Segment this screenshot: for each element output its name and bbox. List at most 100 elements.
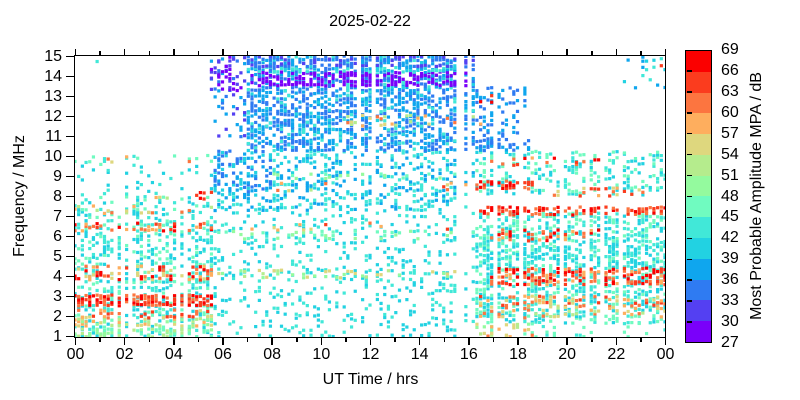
colorbar-segment <box>686 300 711 322</box>
x-tick-label: 16 <box>459 346 478 363</box>
y-tick-label: 11 <box>45 127 62 145</box>
y-tick <box>66 215 75 218</box>
colorbar-tick-label: 63 <box>721 82 739 100</box>
x-major-tick <box>173 337 175 345</box>
y-tick-label: 2 <box>53 307 62 325</box>
colorbar-segment <box>686 258 711 280</box>
colorbar-tick <box>686 153 692 156</box>
y-tick-label: 5 <box>53 247 62 265</box>
colorbar-tick-label: 51 <box>721 166 739 184</box>
x-minor-tick <box>640 337 642 342</box>
x-major-tick <box>468 337 470 345</box>
x-minor-tick <box>296 337 298 342</box>
colorbar-tick <box>686 237 692 240</box>
x-tick-label: 00 <box>66 346 85 363</box>
x-major-tick-top <box>271 49 273 55</box>
colorbar-tick <box>686 258 692 261</box>
x-minor-tick <box>197 337 200 342</box>
y-tick <box>66 135 75 138</box>
y-tick <box>66 75 75 78</box>
y-tick <box>66 275 75 278</box>
x-major-tick <box>222 337 224 345</box>
y-tick <box>66 155 75 158</box>
x-minor-tick-top <box>591 51 593 55</box>
x-tick-label: 20 <box>558 346 577 363</box>
x-minor-tick-top <box>443 51 445 55</box>
x-tick-label: 08 <box>263 346 282 363</box>
y-tick <box>66 55 75 58</box>
colorbar-tick-label: 36 <box>721 271 739 289</box>
x-minor-tick-top <box>296 51 298 55</box>
colorbar-segment <box>686 279 711 301</box>
y-tick <box>66 315 75 318</box>
colorbar-tick-label: 69 <box>721 41 739 58</box>
y-tick-label: 8 <box>53 187 62 205</box>
y-tick <box>66 115 75 118</box>
x-major-tick <box>615 337 618 345</box>
x-minor-tick <box>591 337 593 342</box>
y-tick-label: 7 <box>53 207 62 225</box>
x-minor-tick <box>492 337 495 342</box>
colorbar-segment <box>686 113 711 135</box>
y-tick-label: 6 <box>53 227 62 245</box>
x-major-tick-top <box>222 49 224 55</box>
colorbar-tick-label: 27 <box>721 334 739 351</box>
y-tick <box>66 195 75 198</box>
colorbar-tick-label: 42 <box>721 229 739 247</box>
x-major-tick <box>123 337 126 345</box>
y-tick-label: 10 <box>44 147 62 165</box>
y-tick-label: 1 <box>53 327 62 345</box>
colorbar-tick <box>686 321 692 323</box>
x-major-tick-top <box>615 49 618 55</box>
colorbar <box>685 50 712 343</box>
colorbar-tick-label: 39 <box>721 250 739 268</box>
x-major-tick <box>664 337 667 345</box>
x-major-tick <box>517 337 519 345</box>
x-minor-tick <box>148 337 150 342</box>
x-major-tick-top <box>320 49 323 55</box>
x-minor-tick-top <box>345 51 347 55</box>
colorbar-segment <box>686 154 711 176</box>
x-minor-tick-top <box>197 51 200 55</box>
x-tick-label: 10 <box>312 346 331 363</box>
x-minor-tick <box>246 337 249 342</box>
x-major-tick-top <box>566 49 568 55</box>
x-minor-tick-top <box>148 51 150 55</box>
x-major-tick <box>271 337 273 345</box>
y-tick <box>66 235 75 238</box>
colorbar-tick-label: 60 <box>721 103 739 121</box>
x-minor-tick-top <box>99 51 101 55</box>
colorbar-tick <box>686 195 692 198</box>
plot-area <box>74 55 666 338</box>
y-tick-label: 3 <box>53 287 62 305</box>
colorbar-tick <box>686 216 692 219</box>
y-tick-label: 14 <box>44 67 62 85</box>
x-axis-title: UT Time / hrs <box>322 371 419 388</box>
y-tick <box>66 175 75 178</box>
colorbar-segment <box>686 92 711 114</box>
x-major-tick-top <box>517 49 519 55</box>
x-minor-tick-top <box>640 51 642 55</box>
x-major-tick-top <box>173 49 175 55</box>
y-tick <box>66 255 75 258</box>
x-major-tick-top <box>74 49 77 55</box>
colorbar-segment <box>686 321 711 342</box>
colorbar-tick <box>686 174 692 177</box>
colorbar-segment <box>686 175 711 197</box>
x-major-tick-top <box>369 49 372 55</box>
x-tick-label: 14 <box>410 346 429 363</box>
x-major-tick-top <box>664 49 667 55</box>
y-tick-label: 12 <box>44 107 62 125</box>
colorbar-tick <box>686 279 692 281</box>
x-major-tick-top <box>123 49 126 55</box>
x-tick-label: 12 <box>361 346 380 363</box>
y-tick <box>66 295 75 298</box>
colorbar-tick-label: 33 <box>721 292 739 310</box>
x-major-tick-top <box>468 49 470 55</box>
x-major-tick <box>566 337 568 345</box>
y-tick-label: 4 <box>53 267 62 285</box>
x-minor-tick <box>99 337 101 342</box>
x-minor-tick-top <box>394 51 396 55</box>
y-tick-label: 9 <box>53 167 62 185</box>
x-minor-tick <box>541 337 544 342</box>
